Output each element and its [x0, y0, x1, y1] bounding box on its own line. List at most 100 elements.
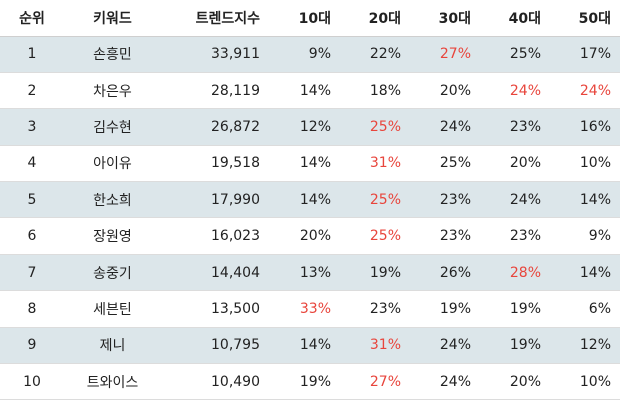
- keyword-cell: 김수현: [64, 108, 161, 146]
- keyword-cell: 세븐틴: [64, 290, 161, 328]
- header-age-20s[interactable]: 20대: [340, 0, 410, 37]
- trend-index-cell: 17,990: [161, 181, 270, 219]
- table-row[interactable]: 4 아이유 19,518 14% 31% 25% 20% 10%: [0, 145, 620, 183]
- age-50s-cell: 14%: [550, 254, 620, 292]
- table-row[interactable]: 5 한소희 17,990 14% 25% 23% 24% 14%: [0, 181, 620, 219]
- header-age-50s[interactable]: 50대: [550, 0, 620, 37]
- keyword-cell: 차은우: [64, 72, 161, 110]
- table-row[interactable]: 6 장원영 16,023 20% 25% 23% 23% 9%: [0, 217, 620, 255]
- header-rank[interactable]: 순위: [0, 0, 64, 37]
- rank-cell: 3: [0, 108, 64, 146]
- age-50s-cell: 24%: [550, 72, 620, 110]
- age-50s-cell: 10%: [550, 145, 620, 183]
- age-30s-cell: 20%: [410, 72, 480, 110]
- keyword-cell: 손흥민: [64, 36, 161, 73]
- age-20s-cell: 23%: [340, 290, 410, 328]
- table-header-row: 순위 키워드 트렌드지수 10대 20대 30대 40대 50대: [0, 0, 620, 37]
- rank-cell: 5: [0, 181, 64, 219]
- trend-index-cell: 10,795: [161, 327, 270, 365]
- trend-index-cell: 26,872: [161, 108, 270, 146]
- age-10s-cell: 19%: [270, 363, 340, 400]
- trend-index-cell: 33,911: [161, 36, 270, 73]
- header-age-30s[interactable]: 30대: [410, 0, 480, 37]
- age-50s-cell: 16%: [550, 108, 620, 146]
- age-40s-cell: 28%: [480, 254, 550, 292]
- age-10s-cell: 14%: [270, 72, 340, 110]
- age-30s-cell: 24%: [410, 327, 480, 365]
- age-40s-cell: 19%: [480, 327, 550, 365]
- age-20s-cell: 22%: [340, 36, 410, 73]
- age-20s-cell: 27%: [340, 363, 410, 400]
- trend-index-cell: 13,500: [161, 290, 270, 328]
- age-30s-cell: 27%: [410, 36, 480, 73]
- age-10s-cell: 20%: [270, 217, 340, 255]
- age-50s-cell: 9%: [550, 217, 620, 255]
- header-age-10s[interactable]: 10대: [270, 0, 340, 37]
- rank-cell: 2: [0, 72, 64, 110]
- rank-cell: 1: [0, 36, 64, 73]
- table-row[interactable]: 1 손흥민 33,911 9% 22% 27% 25% 17%: [0, 36, 620, 73]
- rank-cell: 8: [0, 290, 64, 328]
- table-row[interactable]: 10 트와이스 10,490 19% 27% 24% 20% 10%: [0, 363, 620, 400]
- age-50s-cell: 14%: [550, 181, 620, 219]
- keyword-cell: 제니: [64, 327, 161, 365]
- age-40s-cell: 20%: [480, 145, 550, 183]
- keyword-cell: 장원영: [64, 217, 161, 255]
- table-row[interactable]: 9 제니 10,795 14% 31% 24% 19% 12%: [0, 327, 620, 365]
- rank-cell: 6: [0, 217, 64, 255]
- header-age-40s[interactable]: 40대: [480, 0, 550, 37]
- age-20s-cell: 25%: [340, 217, 410, 255]
- age-20s-cell: 25%: [340, 108, 410, 146]
- trend-index-cell: 10,490: [161, 363, 270, 400]
- age-20s-cell: 31%: [340, 145, 410, 183]
- age-10s-cell: 13%: [270, 254, 340, 292]
- keyword-cell: 트와이스: [64, 363, 161, 400]
- trend-index-cell: 14,404: [161, 254, 270, 292]
- age-30s-cell: 23%: [410, 217, 480, 255]
- trend-index-cell: 16,023: [161, 217, 270, 255]
- age-30s-cell: 24%: [410, 363, 480, 400]
- age-10s-cell: 12%: [270, 108, 340, 146]
- keyword-cell: 한소희: [64, 181, 161, 219]
- age-50s-cell: 17%: [550, 36, 620, 73]
- trend-index-cell: 28,119: [161, 72, 270, 110]
- age-40s-cell: 23%: [480, 108, 550, 146]
- age-20s-cell: 18%: [340, 72, 410, 110]
- rank-cell: 10: [0, 363, 64, 400]
- age-40s-cell: 24%: [480, 181, 550, 219]
- age-40s-cell: 24%: [480, 72, 550, 110]
- age-50s-cell: 10%: [550, 363, 620, 400]
- age-10s-cell: 14%: [270, 327, 340, 365]
- table-row[interactable]: 2 차은우 28,119 14% 18% 20% 24% 24%: [0, 72, 620, 110]
- keyword-cell: 송중기: [64, 254, 161, 292]
- table-row[interactable]: 3 김수현 26,872 12% 25% 24% 23% 16%: [0, 108, 620, 146]
- age-30s-cell: 26%: [410, 254, 480, 292]
- age-40s-cell: 25%: [480, 36, 550, 73]
- age-50s-cell: 12%: [550, 327, 620, 365]
- age-30s-cell: 23%: [410, 181, 480, 219]
- age-20s-cell: 31%: [340, 327, 410, 365]
- header-keyword[interactable]: 키워드: [64, 0, 161, 37]
- age-50s-cell: 6%: [550, 290, 620, 328]
- rank-cell: 7: [0, 254, 64, 292]
- keyword-cell: 아이유: [64, 145, 161, 183]
- table-row[interactable]: 8 세븐틴 13,500 33% 23% 19% 19% 6%: [0, 290, 620, 328]
- age-10s-cell: 14%: [270, 145, 340, 183]
- rank-cell: 9: [0, 327, 64, 365]
- age-10s-cell: 9%: [270, 36, 340, 73]
- age-30s-cell: 25%: [410, 145, 480, 183]
- header-trend-index[interactable]: 트렌드지수: [161, 0, 270, 37]
- age-10s-cell: 33%: [270, 290, 340, 328]
- age-40s-cell: 20%: [480, 363, 550, 400]
- rank-cell: 4: [0, 145, 64, 183]
- age-40s-cell: 19%: [480, 290, 550, 328]
- age-30s-cell: 19%: [410, 290, 480, 328]
- age-20s-cell: 19%: [340, 254, 410, 292]
- age-30s-cell: 24%: [410, 108, 480, 146]
- trend-index-cell: 19,518: [161, 145, 270, 183]
- table-row[interactable]: 7 송중기 14,404 13% 19% 26% 28% 14%: [0, 254, 620, 292]
- age-20s-cell: 25%: [340, 181, 410, 219]
- age-40s-cell: 23%: [480, 217, 550, 255]
- age-10s-cell: 14%: [270, 181, 340, 219]
